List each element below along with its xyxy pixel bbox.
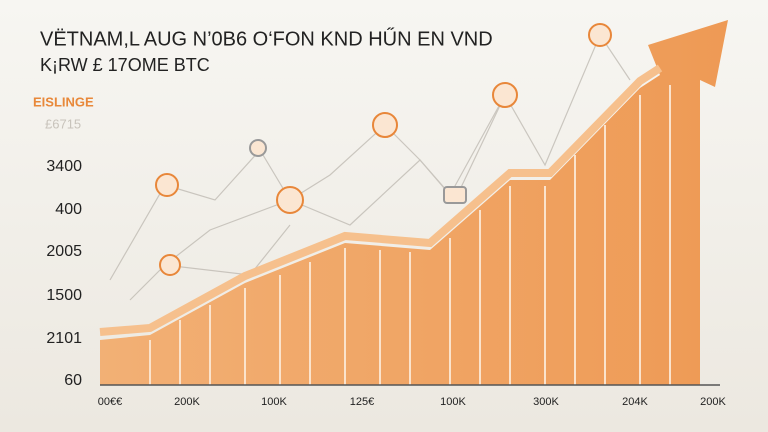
y-label: 1500	[46, 287, 82, 304]
x-labels: 00€€ 200K 100K 125€ 100K 300K 204K 200K	[98, 396, 727, 408]
x-label: 100K	[261, 396, 287, 408]
y-label: 400	[55, 201, 82, 218]
coin-icons	[155, 23, 612, 276]
y-label: 3400	[46, 158, 82, 175]
y-label: 60	[64, 372, 82, 389]
x-label: 00€€	[98, 396, 122, 408]
title-line: K¡RW £ 17OME BTC	[40, 55, 210, 75]
x-label: 204K	[622, 396, 648, 408]
x-label: 200K	[700, 396, 726, 408]
x-label: 300K	[533, 396, 559, 408]
x-label: 100K	[440, 396, 466, 408]
y-label: 2005	[46, 243, 82, 260]
growth-arrow-edge	[99, 64, 663, 336]
legend-label: EISLINGE	[33, 94, 94, 109]
legend-sublabel: £6715	[45, 116, 81, 131]
x-label: 125€	[350, 396, 374, 408]
title-line: VËTNAM,L AUG N’0B6 O‘FON KND HŰN EN VND	[40, 27, 493, 50]
y-labels: 3400 400 2005 1500 2101 60	[46, 158, 82, 389]
area-stripes	[149, 85, 671, 385]
y-label: 2101	[46, 330, 82, 347]
x-label: 200K	[174, 396, 200, 408]
growth-area	[100, 20, 728, 385]
